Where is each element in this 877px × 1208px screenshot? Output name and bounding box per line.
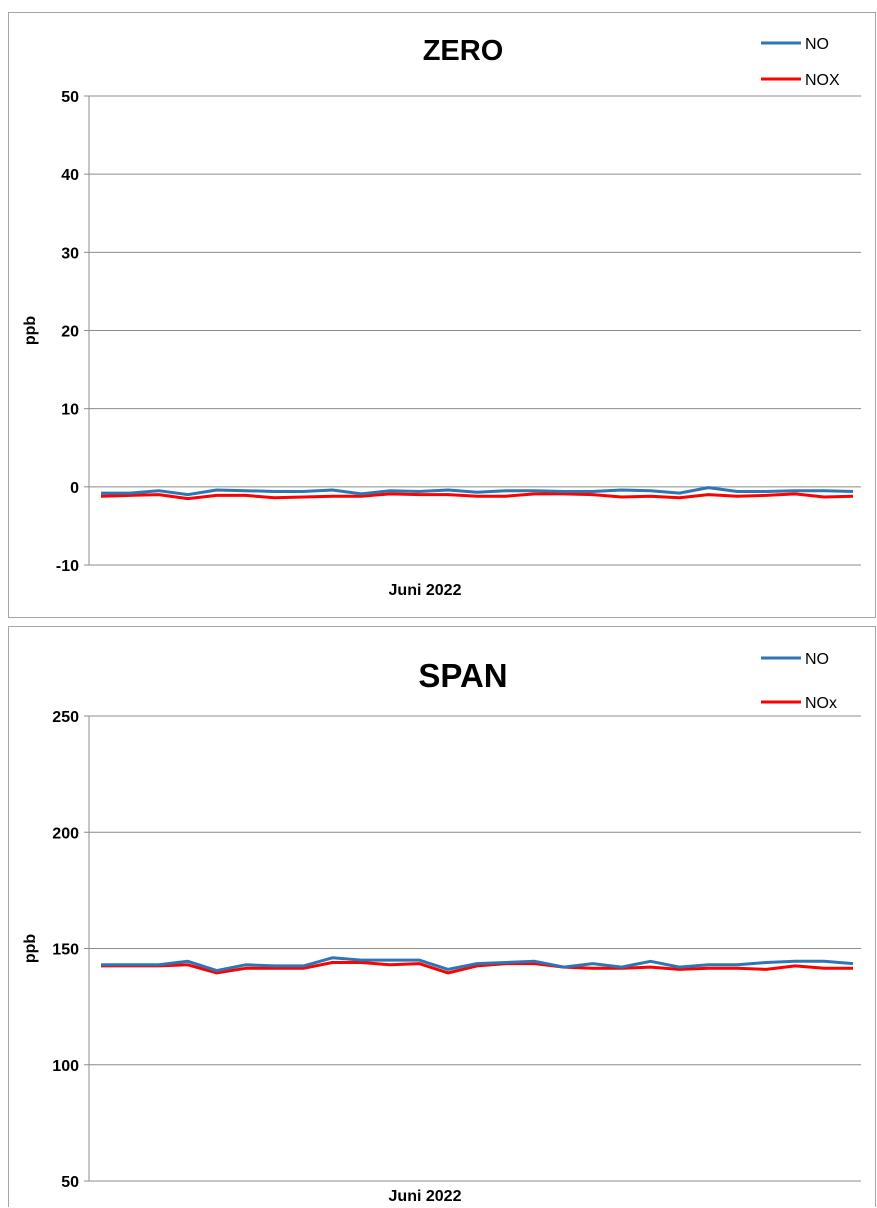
span-y-tick-label: 150 (52, 942, 79, 959)
span-series-nox-line (101, 961, 853, 975)
span-chart: 250 200 150 100 50 SPAN Juni 2022 ppb NO NOx (22, 651, 861, 1205)
zero-chart: 50 40 30 20 10 0 -10 ZERO Juni 2022 ppb NO NOX (22, 35, 861, 599)
span-y-tick-label: 200 (52, 825, 79, 842)
span-legend-label-no: NO (805, 651, 829, 668)
span-x-axis-label: Juni 2022 (389, 1188, 462, 1205)
zero-y-tick-label: -10 (56, 558, 79, 575)
zero-y-tick-label: 30 (61, 245, 79, 262)
zero-y-tick-label: 40 (61, 167, 79, 184)
span-y-tick-label: 50 (61, 1174, 79, 1191)
span-y-tick-label: 100 (52, 1058, 79, 1075)
zero-series-nox-line (100, 492, 854, 501)
zero-legend-label-no: NO (805, 36, 829, 53)
zero-chart-panel: 50 40 30 20 10 0 -10 ZERO Juni 2022 ppb NO NOX (8, 12, 876, 618)
span-chart-title: SPAN (418, 657, 507, 694)
span-series-no-line (101, 956, 854, 973)
span-legend-label-nox: NOx (805, 695, 837, 712)
zero-chart-title: ZERO (423, 35, 504, 67)
span-chart-panel: 250 200 150 100 50 SPAN Juni 2022 ppb NO NOx (8, 626, 876, 1207)
zero-y-tick-label: 20 (61, 324, 79, 341)
zero-y-tick-label: 10 (61, 402, 79, 419)
zero-series-no-line (101, 486, 854, 497)
zero-y-tick-label: 50 (61, 89, 79, 106)
zero-y-axis-label: ppb (22, 316, 39, 346)
zero-y-tick-label: 0 (70, 480, 79, 497)
span-y-tick-label: 250 (52, 709, 79, 726)
zero-x-axis-label: Juni 2022 (389, 582, 462, 599)
span-y-axis-label: ppb (22, 934, 39, 964)
zero-legend-label-nox: NOX (805, 72, 840, 89)
